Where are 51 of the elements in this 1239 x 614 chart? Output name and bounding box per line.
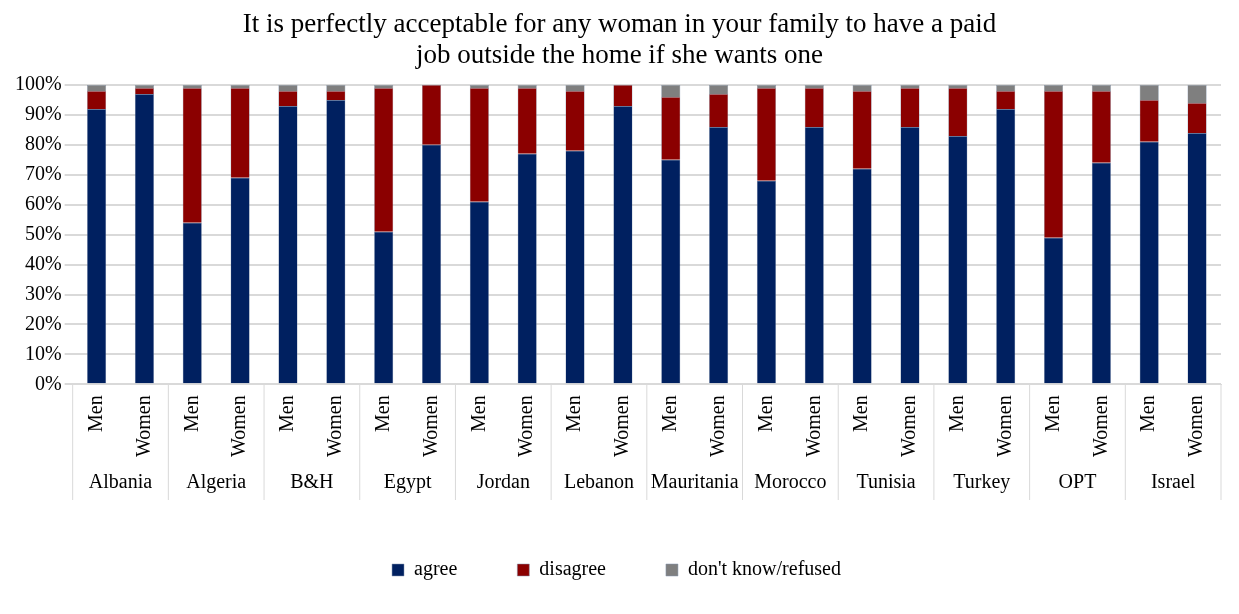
y-tick-label: 50%: [24, 221, 62, 244]
y-tick-label: 20%: [24, 311, 62, 334]
text: Tunisia: [856, 470, 916, 493]
text: Albania: [88, 470, 153, 493]
x-tick-label: Women: [418, 395, 441, 458]
text: Turkey: [953, 470, 1011, 494]
x-tick-label: Men: [179, 395, 202, 432]
x-tick-label: Women: [323, 395, 346, 458]
y-tick-label: 0%: [34, 371, 62, 394]
x-tick-label: Women: [227, 395, 250, 458]
text: Algeria: [186, 470, 247, 494]
text: Israel: [1150, 470, 1196, 493]
text: Morocco: [754, 470, 827, 493]
x-tick-label: Women: [801, 395, 824, 458]
y-tick-label: 30%: [24, 281, 62, 304]
x-tick-label: Men: [945, 395, 968, 432]
y-tick-label: 100%: [14, 72, 62, 95]
text: Lebanon: [563, 470, 634, 493]
x-tick-label: Men: [83, 395, 106, 432]
x-tick-label: Women: [1088, 395, 1111, 458]
x-tick-label: Women: [131, 395, 154, 458]
x-tick-label: Women: [897, 395, 920, 458]
x-tick-label: Women: [1184, 395, 1207, 458]
text: Mauritania: [650, 470, 739, 493]
text: Egypt: [383, 470, 432, 494]
legend-label: agree: [414, 557, 458, 581]
chart-title: It is perfectly acceptable for any woman in your family to have a paid job outside the home if she wants one: [241, 8, 998, 70]
y-tick-label: 10%: [24, 341, 62, 364]
x-tick-label: Men: [753, 395, 776, 432]
y-tick-label: 70%: [24, 162, 62, 185]
x-tick-label: Men: [562, 395, 585, 432]
x-tick-label: Men: [1136, 395, 1159, 432]
text: OPT: [1058, 470, 1097, 493]
y-tick-label: 40%: [24, 251, 62, 274]
x-tick-label: Men: [849, 395, 872, 432]
text: B&H: [290, 470, 334, 493]
x-tick-label: Men: [658, 395, 680, 432]
x-tick-label: Women: [610, 395, 633, 458]
x-tick-label: Men: [466, 395, 489, 432]
y-tick-label: 80%: [24, 132, 62, 155]
x-tick-label: Men: [1040, 395, 1063, 432]
y-tick-label: 60%: [24, 191, 62, 214]
y-tick-label: 90%: [24, 102, 62, 125]
x-tick-label: Women: [992, 395, 1015, 458]
legend-label: don't know/refused: [687, 557, 841, 580]
x-tick-label: Women: [705, 395, 728, 458]
x-tick-label: Men: [370, 395, 393, 432]
text: Jordan: [476, 470, 530, 493]
x-tick-label: Women: [514, 395, 537, 458]
legend-label: disagree: [539, 557, 607, 581]
x-tick-label: Men: [275, 395, 298, 432]
